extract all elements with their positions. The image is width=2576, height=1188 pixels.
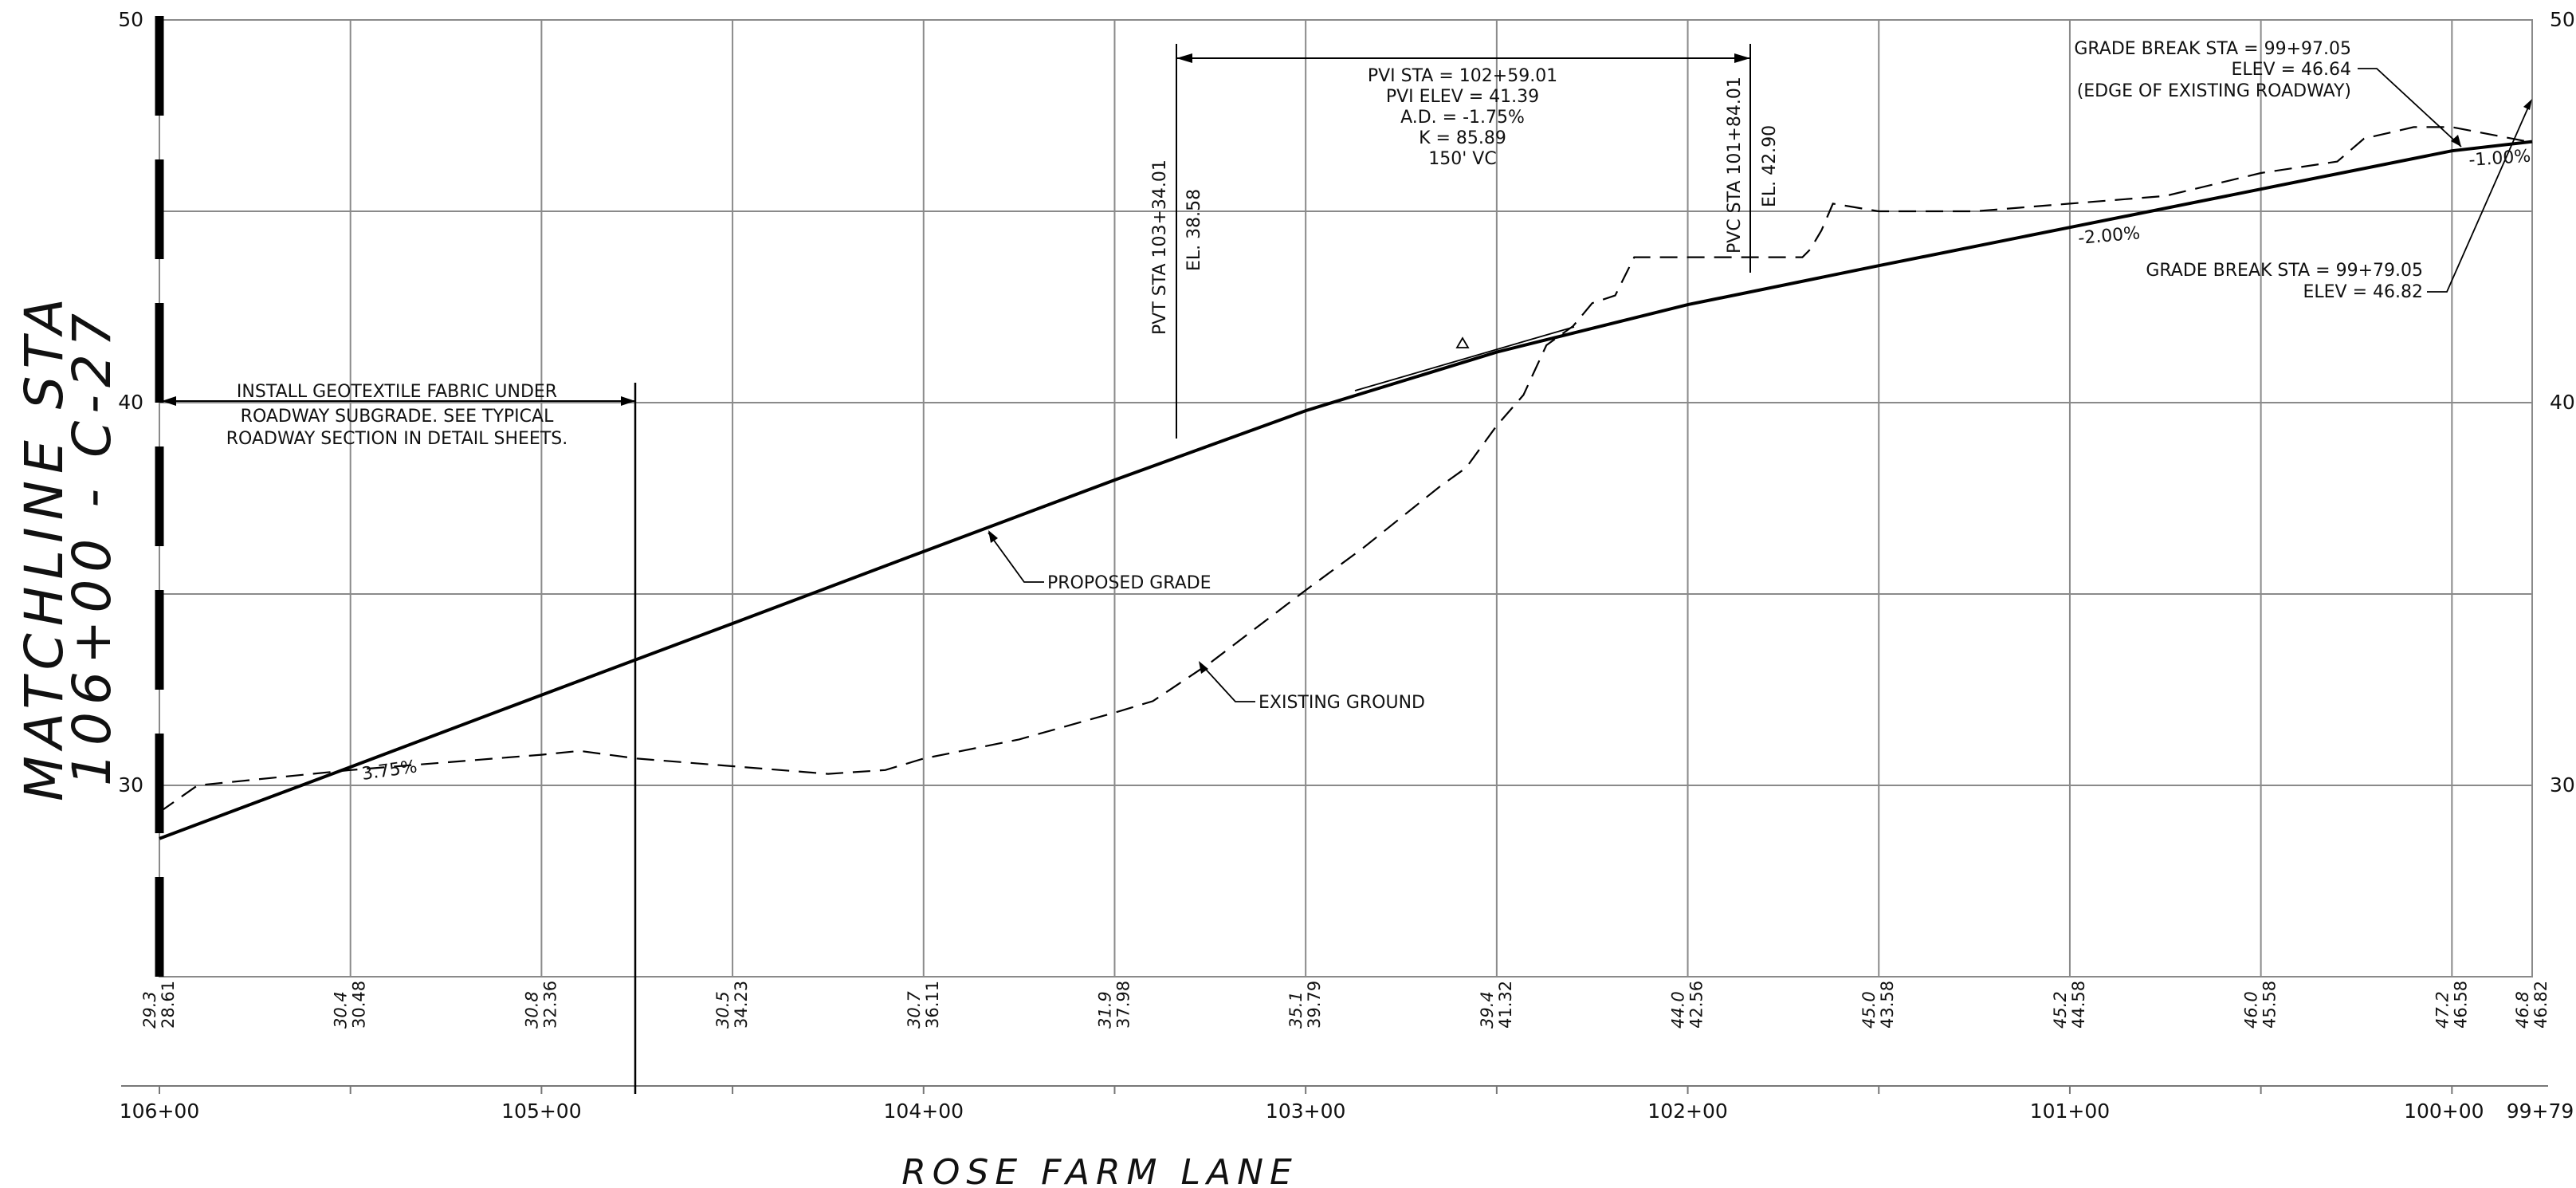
pvi-k: K = 85.89 bbox=[1419, 128, 1506, 148]
slope-label-1-00: -1.00% bbox=[2468, 147, 2531, 171]
proposed-elev-label: 46.58 bbox=[2451, 981, 2470, 1029]
vertical-curve-callout: PVI STA = 102+59.01 PVI ELEV = 41.39 A.D… bbox=[1150, 44, 1780, 439]
proposed-elev-label: 39.79 bbox=[1305, 981, 1324, 1029]
geotextile-line3: ROADWAY SECTION IN DETAIL SHEETS. bbox=[226, 429, 567, 449]
pvt-sta: PVT STA 103+34.01 bbox=[1150, 159, 1170, 335]
station-label: 106+00 bbox=[120, 1099, 199, 1123]
station-label: 104+00 bbox=[884, 1099, 964, 1123]
existing-elev-label: 30.5 bbox=[713, 991, 732, 1029]
geotextile-line1: INSTALL GEOTEXTILE FABRIC UNDER bbox=[237, 382, 557, 402]
existing-elev-label: 44.0 bbox=[1669, 991, 1688, 1029]
proposed-elev-label: 37.98 bbox=[1113, 981, 1133, 1029]
station-label: 99+79 bbox=[2507, 1099, 2574, 1123]
proposed-elev-label: 46.82 bbox=[2531, 981, 2550, 1029]
existing-ground-label: EXISTING GROUND bbox=[1259, 693, 1425, 713]
existing-elev-label: 30.4 bbox=[332, 991, 351, 1029]
existing-elev-label: 46.8 bbox=[2513, 991, 2532, 1029]
pvt-el: EL. 38.58 bbox=[1184, 189, 1204, 271]
station-label: 102+00 bbox=[1647, 1099, 1727, 1123]
elev-tick-right: 40 bbox=[2550, 391, 2575, 414]
existing-elev-label: 46.0 bbox=[2242, 991, 2261, 1029]
elevation-table: 29.3 28.61 30.4 30.48 30.8 32.36 30.5 34.23 30.7… bbox=[140, 981, 2550, 1029]
station-label: 100+00 bbox=[2404, 1099, 2484, 1123]
proposed-grade-label: PROPOSED GRADE bbox=[1047, 573, 1211, 593]
grade-break-top-note: (EDGE OF EXISTING ROADWAY) bbox=[2077, 81, 2351, 101]
proposed-elev-label: 30.48 bbox=[350, 981, 369, 1029]
pvi-elev: PVI ELEV = 41.39 bbox=[1386, 87, 1539, 107]
existing-elev-label: 35.1 bbox=[1286, 991, 1306, 1029]
proposed-grade-line bbox=[159, 140, 2533, 840]
station-label: 101+00 bbox=[2030, 1099, 2110, 1123]
proposed-elev-label: 28.61 bbox=[159, 981, 178, 1029]
station-axis: 106+00 105+00 104+00 103+00 102+00 101+00 100+… bbox=[120, 1085, 2574, 1123]
elev-tick-right: 30 bbox=[2550, 773, 2575, 797]
grade-break-bottom-callout: GRADE BREAK STA = 99+79.05 ELEV = 46.82 bbox=[2146, 99, 2532, 302]
elev-tick-left: 40 bbox=[118, 391, 143, 414]
pvi-ad: A.D. = -1.75% bbox=[1400, 108, 1525, 128]
proposed-elev-label: 41.32 bbox=[1496, 981, 1515, 1029]
pvi-sta: PVI STA = 102+59.01 bbox=[1368, 66, 1557, 86]
geotextile-callout: INSTALL GEOTEXTILE FABRIC UNDER ROADWAY … bbox=[162, 382, 637, 1094]
proposed-elev-label: 32.36 bbox=[540, 981, 560, 1029]
proposed-elev-label: 44.58 bbox=[2069, 981, 2088, 1029]
plot-frame bbox=[159, 19, 2533, 978]
existing-elev-label: 39.4 bbox=[1478, 991, 1497, 1029]
slope-label-2-00: -2.00% bbox=[2077, 223, 2141, 249]
proposed-elev-label: 43.58 bbox=[1878, 981, 1897, 1029]
existing-ground-line bbox=[159, 126, 2533, 813]
elev-tick-left: 30 bbox=[118, 773, 143, 797]
profile-title: ROSE FARM LANE bbox=[901, 1152, 1298, 1188]
pvi-marker bbox=[1354, 326, 1575, 391]
pvc-el: EL. 42.90 bbox=[1760, 125, 1780, 207]
grid bbox=[159, 19, 2533, 978]
existing-elev-label: 45.0 bbox=[1859, 991, 1879, 1029]
existing-elev-label: 30.7 bbox=[905, 991, 924, 1029]
proposed-grade-callout: PROPOSED GRADE bbox=[988, 530, 1211, 593]
grade-break-top-callout: GRADE BREAK STA = 99+97.05 ELEV = 46.64 … bbox=[2074, 39, 2462, 148]
station-label: 105+00 bbox=[501, 1099, 581, 1123]
geotextile-line2: ROADWAY SUBGRADE. SEE TYPICAL bbox=[241, 407, 554, 427]
existing-ground-callout: EXISTING GROUND bbox=[1199, 661, 1425, 713]
grade-break-bottom-elev: ELEV = 46.82 bbox=[2303, 282, 2423, 302]
existing-elev-label: 45.2 bbox=[2051, 991, 2070, 1029]
proposed-elev-label: 34.23 bbox=[732, 981, 751, 1029]
elev-tick-right: 50 bbox=[2550, 8, 2575, 31]
matchline-label: MATCHLINE STA 106+00 - C-27 bbox=[14, 291, 123, 801]
proposed-elev-label: 36.11 bbox=[923, 981, 942, 1029]
existing-elev-label: 30.8 bbox=[522, 991, 541, 1029]
proposed-elev-label: 45.58 bbox=[2260, 981, 2280, 1029]
proposed-elev-label: 42.56 bbox=[1687, 981, 1706, 1029]
existing-elev-label: 29.3 bbox=[140, 991, 159, 1029]
grade-break-top-elev: ELEV = 46.64 bbox=[2231, 60, 2351, 80]
existing-elev-label: 47.2 bbox=[2433, 991, 2452, 1029]
elevation-axis-left: 50 40 30 bbox=[118, 8, 143, 797]
grade-break-top-sta: GRADE BREAK STA = 99+97.05 bbox=[2074, 39, 2351, 59]
grade-break-bottom-sta: GRADE BREAK STA = 99+79.05 bbox=[2146, 261, 2423, 281]
elevation-axis-right: 50 40 30 bbox=[2550, 8, 2575, 797]
pvc-sta: PVC STA 101+84.01 bbox=[1725, 77, 1745, 254]
existing-elev-label: 31.9 bbox=[1095, 991, 1114, 1029]
station-label: 103+00 bbox=[1266, 1099, 1345, 1123]
elev-tick-left: 50 bbox=[118, 8, 143, 31]
pvi-vc: 150' VC bbox=[1428, 149, 1496, 169]
matchline-line1: MATCHLINE STA bbox=[14, 291, 75, 801]
matchline-line2: 106+00 - C-27 bbox=[61, 306, 123, 786]
